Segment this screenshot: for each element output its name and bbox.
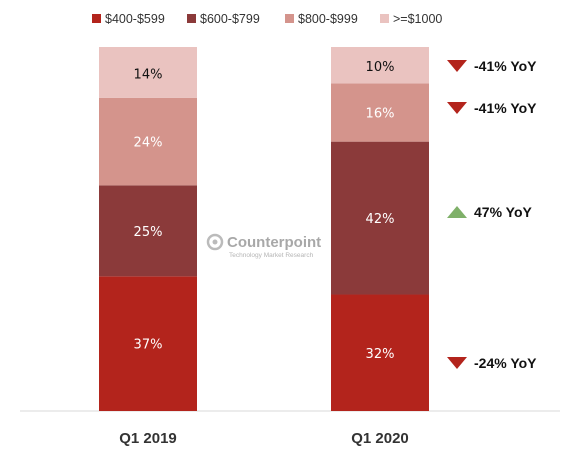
legend-swatch-400-599 [92,14,101,23]
data-label-q1-2019-1000: 14% [134,67,163,82]
arrow-down-icon [447,60,467,72]
yoy-annotation-400-599: -24% YoY [474,355,537,371]
data-label-q1-2020-400-599: 32% [366,347,395,362]
arrow-down-icon [447,102,467,114]
bars: 37% 25% 24% 14% 32% 42% 16% 10% [99,47,429,411]
data-label-q1-2020-600-799: 42% [366,212,395,227]
yoy-annotation-1000: -41% YoY [474,58,537,74]
bar-segment-q1-2020-600-799 [331,141,429,295]
legend-swatch-800-999 [285,14,294,23]
watermark-tagline: Technology Market Research [229,252,314,259]
legend-swatch-1000 [380,14,389,23]
category-label-q1-2019: Q1 2019 [119,430,177,447]
bar-segment-q1-2020-400-599 [331,294,429,411]
bar-segment-q1-2020-800-999 [331,83,429,142]
legend-label-400-599: $400-$599 [105,12,165,26]
yoy-annotations: -41% YoY -41% YoY 47% YoY -24% YoY [447,58,537,371]
watermark: Counterpoint Technology Market Research [206,233,321,259]
data-label-q1-2020-1000: 10% [366,60,395,75]
data-label-q1-2020-800-999: 16% [366,107,395,122]
bar-segment-q1-2019-1000 [99,47,197,98]
legend: $400-$599 $600-$799 $800-$999 >=$1000 [92,12,442,26]
bar-segment-q1-2019-800-999 [99,97,197,186]
watermark-brand: Counterpoint [227,234,321,251]
bar-segment-q1-2019-600-799 [99,185,197,277]
arrow-down-icon [447,357,467,369]
category-label-q1-2020: Q1 2020 [351,430,409,447]
legend-label-1000: >=$1000 [393,12,442,26]
yoy-annotation-600-799: 47% YoY [474,204,533,220]
counterpoint-logo-icon [206,233,224,251]
legend-swatch-600-799 [187,14,196,23]
yoy-annotation-800-999: -41% YoY [474,100,537,116]
category-labels: Q1 2019 Q1 2020 [119,430,409,447]
bar-segment-q1-2020-1000 [331,47,429,84]
legend-label-800-999: $800-$999 [298,12,358,26]
data-label-q1-2019-800-999: 24% [134,136,163,151]
data-label-q1-2019-400-599: 37% [134,338,163,353]
data-label-q1-2019-600-799: 25% [134,225,163,240]
arrow-up-icon [447,206,467,218]
bar-segment-q1-2019-400-599 [99,276,197,411]
legend-label-600-799: $600-$799 [200,12,260,26]
